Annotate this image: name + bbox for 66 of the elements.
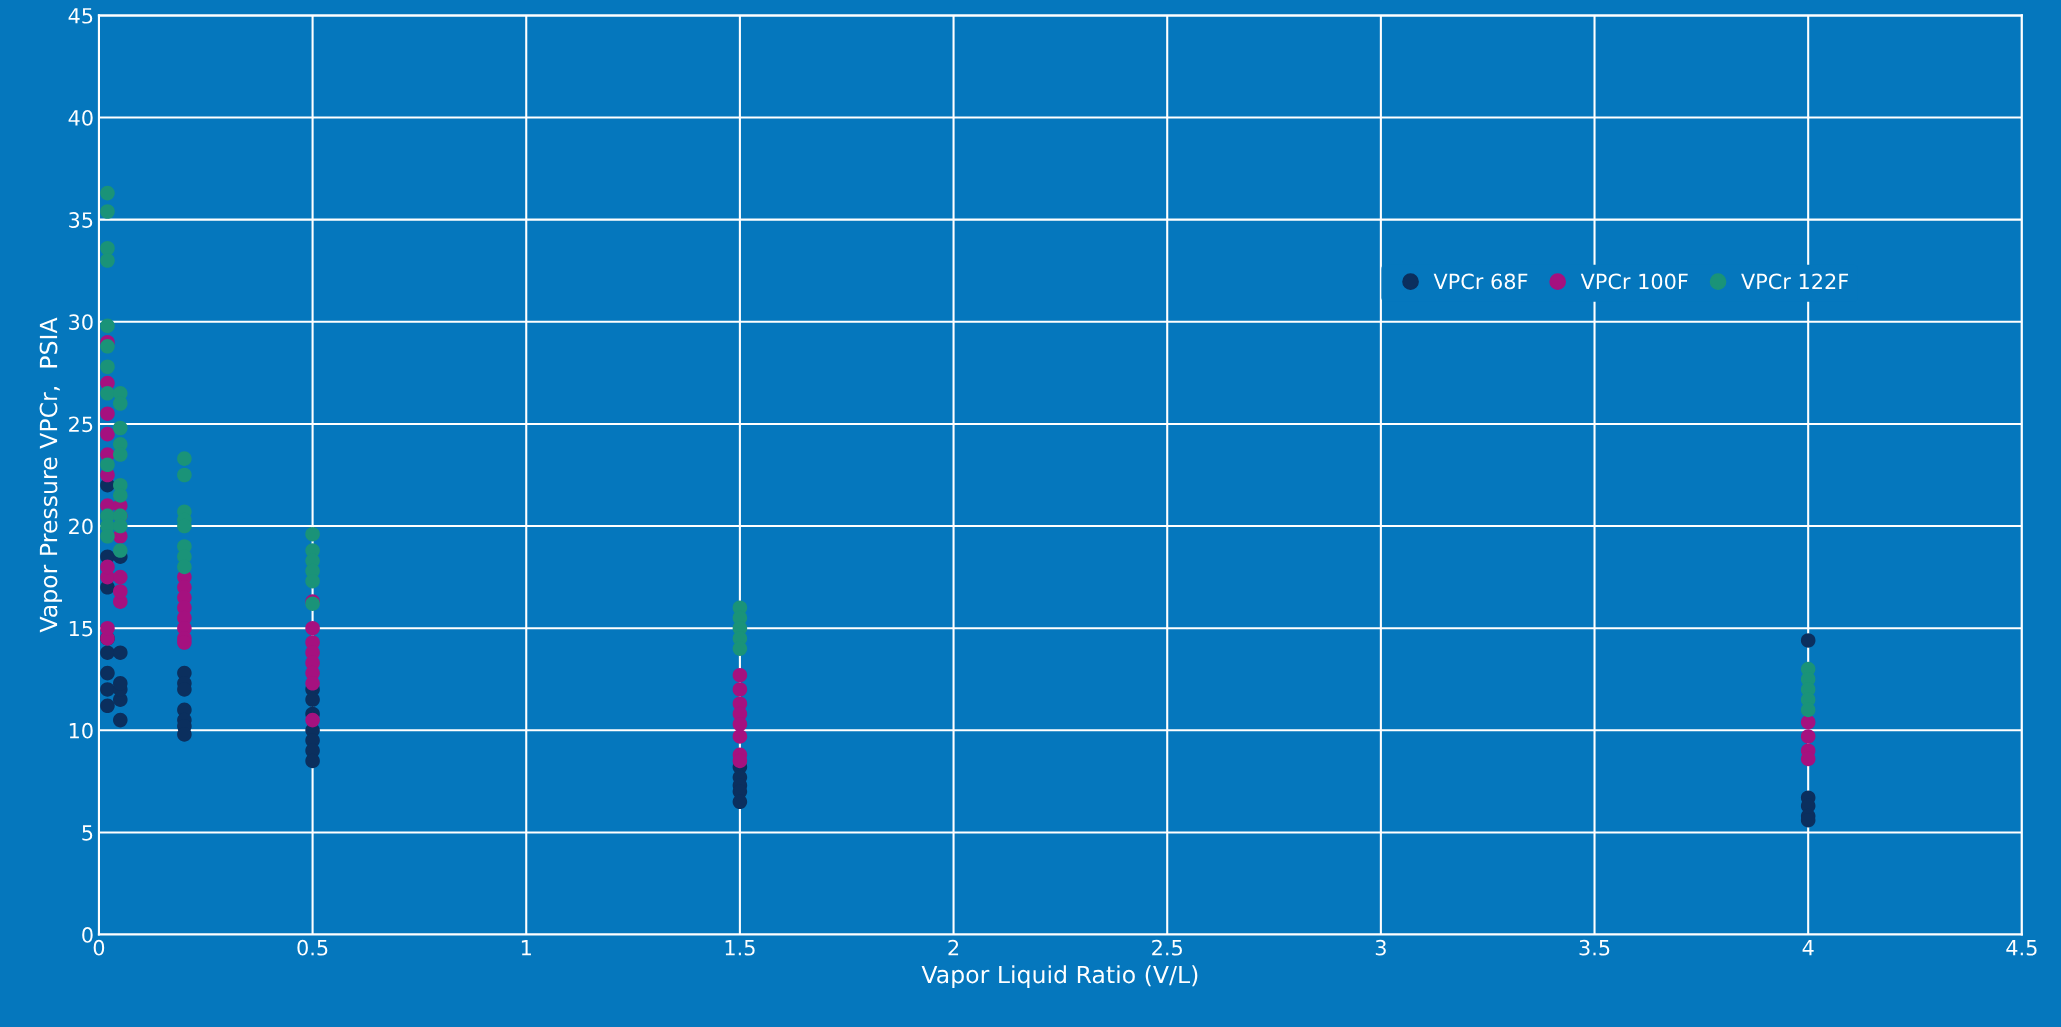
point [113, 645, 128, 660]
point [1800, 633, 1816, 648]
point [305, 620, 320, 636]
point [100, 406, 115, 421]
x-tick-label: 3.5 [1579, 939, 1610, 956]
y-tick-label: 10 [69, 722, 93, 739]
y-axis-title: Vapor Pressure VPCr, PSIA [39, 317, 62, 633]
point [113, 396, 128, 411]
point [305, 712, 320, 728]
x-tick-label: 0 [93, 939, 105, 956]
point [113, 488, 128, 503]
point [305, 526, 320, 542]
point [100, 457, 115, 473]
x-tick-label: 0.5 [297, 939, 328, 956]
point [113, 569, 128, 585]
point [177, 467, 192, 483]
y-tick-label: 35 [69, 212, 93, 228]
point [100, 240, 115, 256]
point [100, 253, 115, 268]
y-tick-label: 45 [68, 8, 93, 24]
point [177, 451, 192, 466]
legend-label: VPCr 100F [1580, 273, 1688, 290]
x-tick-label: 2 [948, 939, 959, 956]
point [100, 682, 115, 697]
point [100, 339, 115, 354]
point [732, 641, 748, 656]
y-tick-label: 25 [69, 416, 93, 433]
point [177, 559, 192, 575]
y-tick-label: 0 [82, 927, 93, 943]
point [113, 543, 128, 558]
x-axis-title: Vapor Liquid Ratio (V/L) [921, 965, 1198, 988]
x-tick-label: 1.5 [725, 940, 755, 956]
point [100, 318, 115, 334]
x-tick-label: 2.5 [1152, 939, 1182, 956]
legend-label: VPCr 122F [1741, 273, 1849, 290]
x-tick-label: 1 [521, 940, 531, 956]
y-tick-label: 30 [69, 314, 93, 330]
x-tick-label: 3 [1375, 939, 1386, 956]
point [113, 712, 128, 728]
point [100, 185, 115, 201]
point [100, 665, 115, 681]
y-tick-label: 40 [68, 109, 93, 126]
y-tick-label: 15 [69, 620, 93, 637]
point [100, 620, 115, 636]
point [100, 698, 115, 714]
point [100, 645, 115, 660]
point [100, 359, 115, 375]
point [1800, 714, 1816, 730]
x-tick-label: 4.5 [2006, 940, 2037, 956]
y-tick-label: 20 [69, 518, 93, 535]
point [100, 386, 115, 401]
point [100, 204, 115, 219]
y-tick-label: 5 [82, 825, 93, 841]
point [305, 692, 320, 707]
point [113, 584, 128, 599]
x-tick-label: 4 [1802, 940, 1814, 956]
point [732, 667, 748, 683]
point [113, 447, 128, 462]
legend-label: VPCr 68F [1433, 273, 1528, 290]
point [305, 676, 320, 691]
point [113, 420, 128, 436]
point [100, 426, 115, 442]
point [732, 682, 748, 697]
point [732, 794, 748, 810]
point [1800, 729, 1816, 744]
point [732, 729, 748, 744]
